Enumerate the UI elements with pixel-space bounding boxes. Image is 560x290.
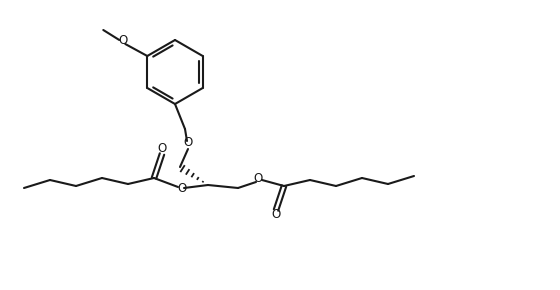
Text: O: O <box>272 209 281 222</box>
Text: O: O <box>157 142 167 155</box>
Text: O: O <box>178 182 186 195</box>
Text: O: O <box>253 173 263 186</box>
Text: O: O <box>183 137 193 150</box>
Text: O: O <box>119 35 128 48</box>
